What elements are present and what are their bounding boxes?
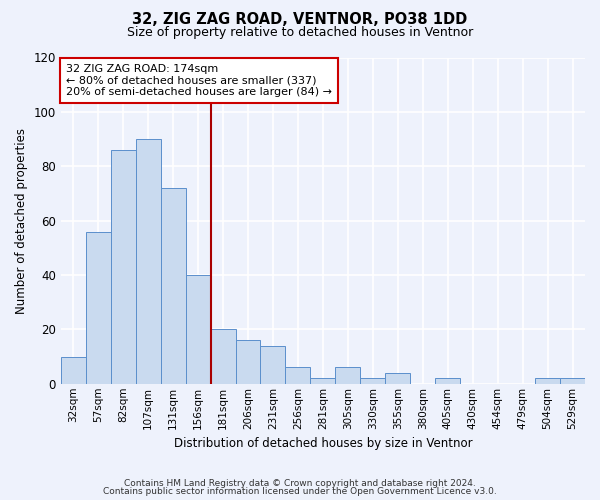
- Bar: [335, 368, 361, 384]
- Bar: [435, 378, 460, 384]
- Bar: [286, 368, 310, 384]
- Text: Contains HM Land Registry data © Crown copyright and database right 2024.: Contains HM Land Registry data © Crown c…: [124, 478, 476, 488]
- Bar: [361, 378, 385, 384]
- Text: Contains public sector information licensed under the Open Government Licence v3: Contains public sector information licen…: [103, 487, 497, 496]
- Bar: [211, 330, 236, 384]
- Bar: [236, 340, 260, 384]
- Bar: [111, 150, 136, 384]
- Text: 32 ZIG ZAG ROAD: 174sqm
← 80% of detached houses are smaller (337)
20% of semi-d: 32 ZIG ZAG ROAD: 174sqm ← 80% of detache…: [66, 64, 332, 97]
- Bar: [385, 373, 410, 384]
- Bar: [260, 346, 286, 384]
- Bar: [535, 378, 560, 384]
- Y-axis label: Number of detached properties: Number of detached properties: [15, 128, 28, 314]
- Bar: [136, 139, 161, 384]
- Bar: [86, 232, 111, 384]
- Bar: [61, 356, 86, 384]
- Text: Size of property relative to detached houses in Ventnor: Size of property relative to detached ho…: [127, 26, 473, 39]
- Bar: [161, 188, 185, 384]
- Bar: [185, 275, 211, 384]
- Bar: [560, 378, 585, 384]
- Text: 32, ZIG ZAG ROAD, VENTNOR, PO38 1DD: 32, ZIG ZAG ROAD, VENTNOR, PO38 1DD: [133, 12, 467, 28]
- X-axis label: Distribution of detached houses by size in Ventnor: Distribution of detached houses by size …: [173, 437, 472, 450]
- Bar: [310, 378, 335, 384]
